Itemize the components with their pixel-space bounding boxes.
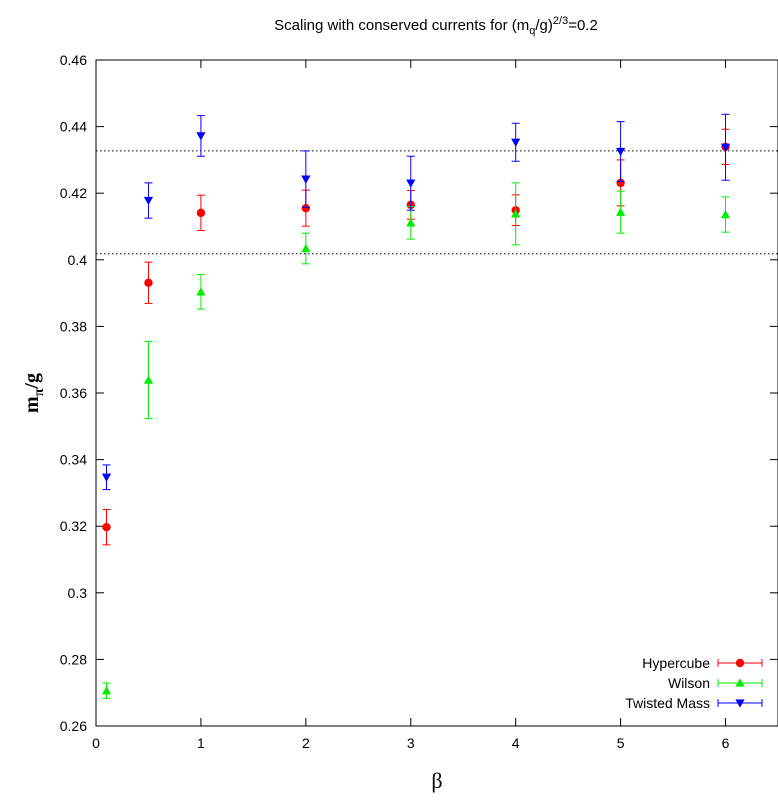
y-tick-label: 0.3 [68, 585, 88, 601]
x-tick-label: 5 [617, 735, 625, 751]
data-point [406, 179, 416, 188]
x-tick-label: 1 [197, 735, 205, 751]
y-tick-label: 0.34 [60, 452, 87, 468]
data-point [102, 522, 111, 532]
data-point [616, 147, 626, 157]
data-point [301, 203, 311, 213]
data-point [720, 143, 731, 152]
series-twisted-mass [101, 113, 731, 491]
data-point [101, 686, 112, 695]
data-point [616, 207, 626, 216]
legend-marker [735, 658, 745, 668]
y-tick-label: 0.38 [60, 318, 87, 334]
data-point [301, 175, 311, 184]
plot-frame [95, 59, 778, 727]
y-tick-label: 0.44 [60, 119, 87, 135]
x-axis-label: β [431, 768, 442, 793]
legend-label: Twisted Mass [625, 695, 710, 711]
data-point [511, 138, 521, 147]
y-tick-label: 0.4 [68, 252, 88, 268]
legend-marker [735, 699, 745, 708]
data-point [616, 178, 625, 188]
x-tick-label: 2 [302, 735, 310, 751]
data-point [143, 196, 154, 206]
legend-label: Hypercube [642, 655, 710, 671]
data-point [143, 375, 154, 384]
x-tick-label: 0 [92, 735, 100, 751]
x-tick-label: 3 [407, 735, 415, 751]
y-tick-label: 0.32 [60, 518, 87, 534]
x-tick-label: 6 [722, 735, 730, 751]
data-point [720, 209, 731, 219]
data-point [406, 218, 416, 227]
legend-marker [735, 678, 745, 687]
y-tick-label: 0.36 [60, 385, 87, 401]
y-tick-label: 0.46 [60, 52, 87, 68]
data-point [301, 243, 311, 253]
y-tick-label: 0.26 [60, 718, 87, 734]
y-tick-label: 0.28 [60, 651, 87, 667]
x-tick-label: 4 [512, 735, 520, 751]
series-wilson [101, 182, 731, 699]
legend-label: Wilson [668, 675, 710, 691]
data-point [101, 473, 112, 482]
chart-title: Scaling with conserved currents for (mq/… [274, 15, 598, 37]
y-axis-label: mπ/g [21, 373, 47, 413]
data-point [196, 287, 206, 296]
series-hypercube [102, 128, 730, 546]
data-point [196, 208, 206, 218]
y-tick-label: 0.42 [60, 185, 87, 201]
data-point [144, 278, 153, 287]
data-point [511, 209, 521, 218]
data-point [196, 132, 206, 141]
